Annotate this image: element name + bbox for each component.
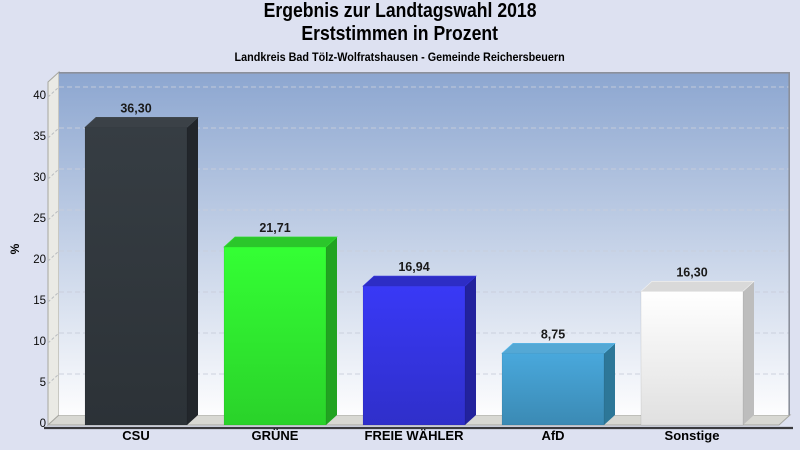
value-label-freie-w-hler: 16,94 [398,260,429,274]
bar-afd [501,342,616,426]
y-tick-label-15: 15 [33,295,46,307]
wall-tick-25 [47,209,60,221]
chart-caption: Landkreis Bad Tölz-Wolfratshausen - Geme… [234,52,566,64]
y-tick-label-20: 20 [33,254,46,266]
bar-side-csu [187,117,198,425]
y-tick-label-30: 30 [33,172,46,184]
x-axis-label-gr-ne: GRÜNE [252,428,299,443]
plot-border [59,72,790,415]
value-label-afd: 8,75 [541,327,565,341]
chart-subtitle: Erststimmen in Prozent [301,23,499,45]
x-axis-label-sonstige: Sonstige [665,428,720,443]
bar-freie-w-hler [362,275,477,426]
y-axis-title: % [8,243,22,254]
bar-front-csu [84,127,188,426]
bar-top-freie-w-hler [362,275,477,287]
y-tick-label-35: 35 [33,131,46,143]
chart-left-wall [47,70,60,427]
bar-top-csu [84,117,199,128]
chart-title: Ergebnis zur Landtagswahl 2018 [263,0,537,22]
bar-top-sonstige [640,281,755,292]
bar-side-sonstige [743,281,754,425]
bar-gr-ne [223,236,338,426]
bar-top-gr-ne [223,236,338,248]
y-tick-label-10: 10 [33,336,46,348]
bar-front-afd [501,352,605,426]
bar-top-afd [501,342,616,354]
bar-side-gr-ne [326,236,337,425]
y-tick-label-25: 25 [33,213,46,225]
wall-tick-5 [47,373,60,385]
bar-front-sonstige [640,291,744,426]
x-axis-label-afd: AfD [541,428,564,443]
wall-tick-40 [47,86,60,98]
bar-side-afd [604,343,615,425]
x-axis-label-csu: CSU [122,428,149,443]
wall-tick-10 [47,332,60,344]
bar-front-gr-ne [223,246,327,426]
y-tick-label-5: 5 [40,377,46,389]
bar-front-freie-w-hler [362,285,466,426]
chart-header: Ergebnis zur Landtagswahl 2018 Erststimm… [0,0,800,64]
value-label-csu: 36,30 [120,101,151,115]
wall-tick-35 [47,127,60,139]
value-label-gr-ne: 21,71 [259,221,290,235]
wall-tick-30 [47,168,60,180]
wall-tick-20 [47,250,60,262]
x-axis-label-freie-w-hler: FREIE WÄHLER [365,428,465,443]
y-tick-label-40: 40 [33,90,46,102]
bar-side-freie-w-hler [465,276,476,425]
wall-tick-15 [47,291,60,303]
y-tick-label-0: 0 [40,418,46,430]
bar-sonstige [640,281,755,426]
bar-csu [84,117,199,426]
value-label-sonstige: 16,30 [676,265,707,279]
